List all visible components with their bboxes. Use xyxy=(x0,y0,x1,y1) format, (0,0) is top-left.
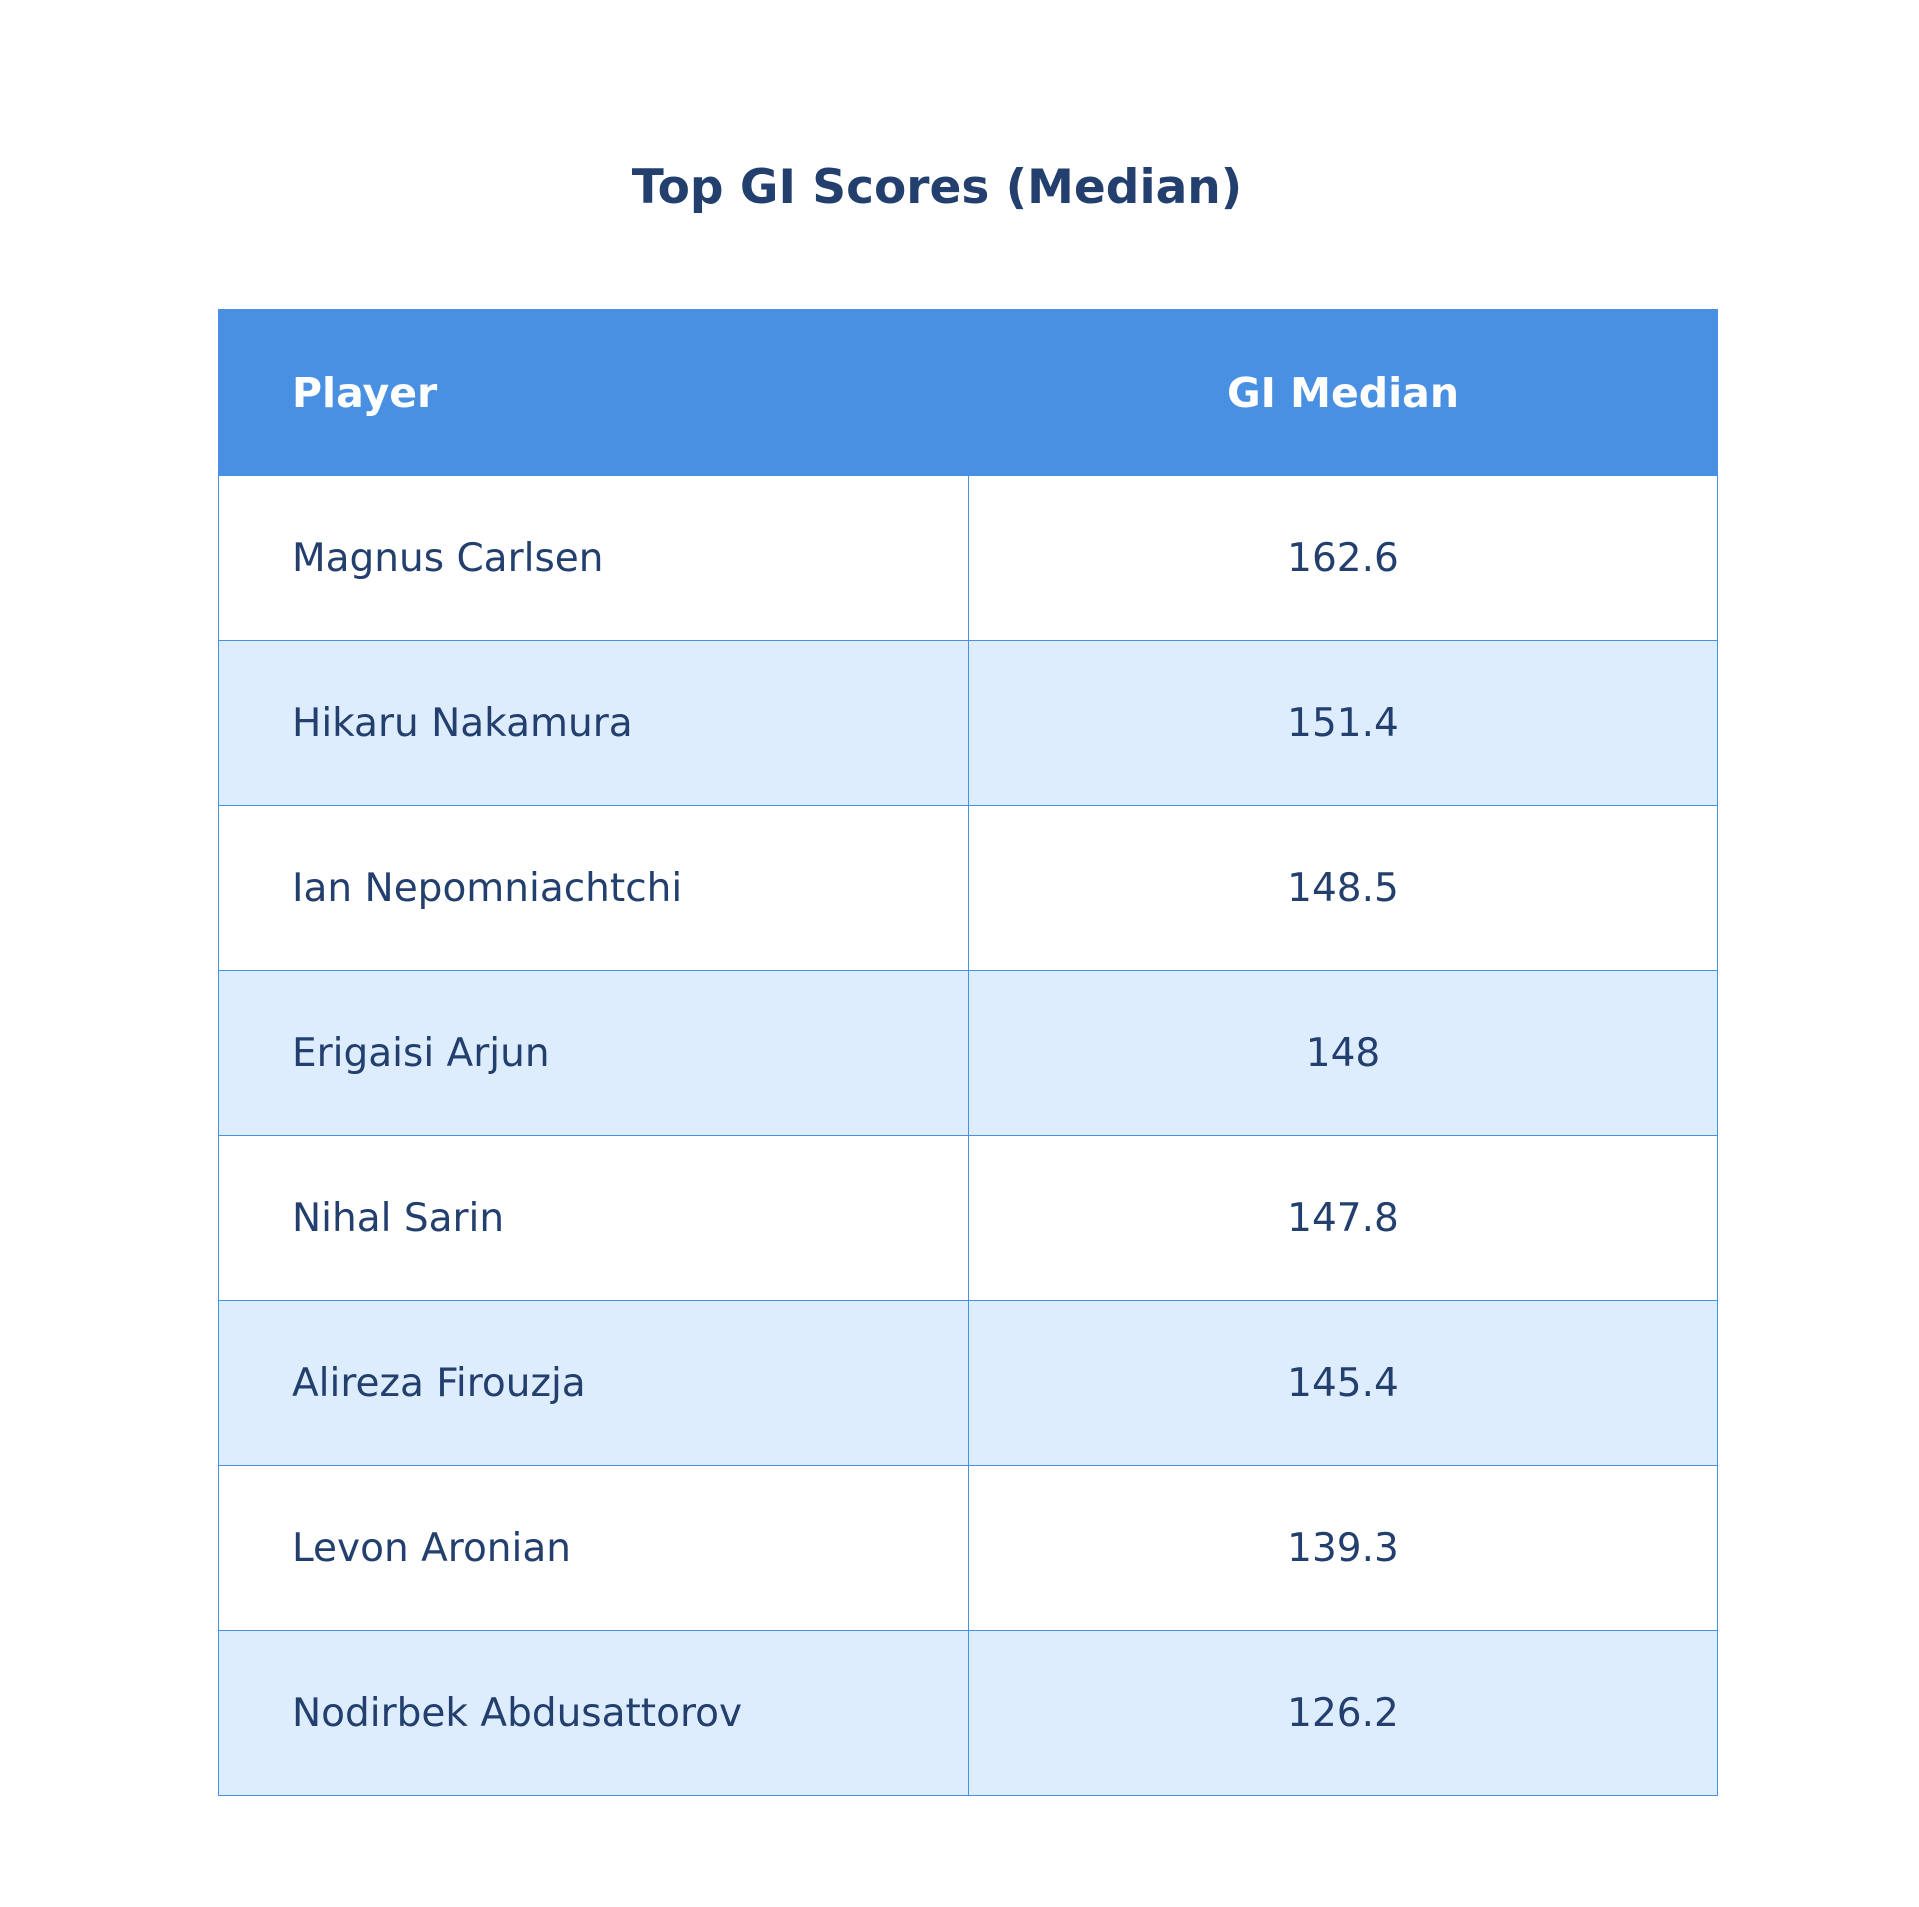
table-title: Top GI Scores (Median) xyxy=(631,160,1243,215)
table-row: Magnus Carlsen 162.6 xyxy=(218,475,1718,641)
table-body: Magnus Carlsen 162.6 Hikaru Nakamura 151.4 I… xyxy=(218,475,1718,1796)
table-row: Alireza Firouzja 145.4 xyxy=(218,1300,1718,1466)
header-row: Player GI Median xyxy=(218,309,1718,476)
player-name-cell: Magnus Carlsen xyxy=(218,475,969,641)
gi-median-cell: 139.3 xyxy=(968,1465,1718,1631)
column-header-player: Player xyxy=(218,309,969,476)
column-header-gi-median: GI Median xyxy=(968,309,1718,476)
table-row: Levon Aronian 139.3 xyxy=(218,1465,1718,1631)
gi-median-cell: 145.4 xyxy=(968,1300,1718,1466)
player-name-cell: Ian Nepomniachtchi xyxy=(218,805,969,971)
table-row: Nihal Sarin 147.8 xyxy=(218,1135,1718,1301)
table-row: Nodirbek Abdusattorov 126.2 xyxy=(218,1630,1718,1796)
gi-median-cell: 148.5 xyxy=(968,805,1718,971)
table-row: Ian Nepomniachtchi 148.5 xyxy=(218,805,1718,971)
gi-median-cell: 148 xyxy=(968,970,1718,1136)
player-name-cell: Alireza Firouzja xyxy=(218,1300,969,1466)
table-header: Player GI Median xyxy=(218,309,1718,476)
player-name-cell: Hikaru Nakamura xyxy=(218,640,969,806)
table-row: Hikaru Nakamura 151.4 xyxy=(218,640,1718,806)
gi-median-cell: 151.4 xyxy=(968,640,1718,806)
player-name-cell: Nihal Sarin xyxy=(218,1135,969,1301)
gi-median-cell: 162.6 xyxy=(968,475,1718,641)
player-name-cell: Levon Aronian xyxy=(218,1465,969,1631)
table-row: Erigaisi Arjun 148 xyxy=(218,970,1718,1136)
player-name-cell: Nodirbek Abdusattorov xyxy=(218,1630,969,1796)
player-name-cell: Erigaisi Arjun xyxy=(218,970,969,1136)
gi-scores-table: Player GI Median Magnus Carlsen 162.6 Hika… xyxy=(218,309,1718,1796)
gi-median-cell: 126.2 xyxy=(968,1630,1718,1796)
gi-median-cell: 147.8 xyxy=(968,1135,1718,1301)
